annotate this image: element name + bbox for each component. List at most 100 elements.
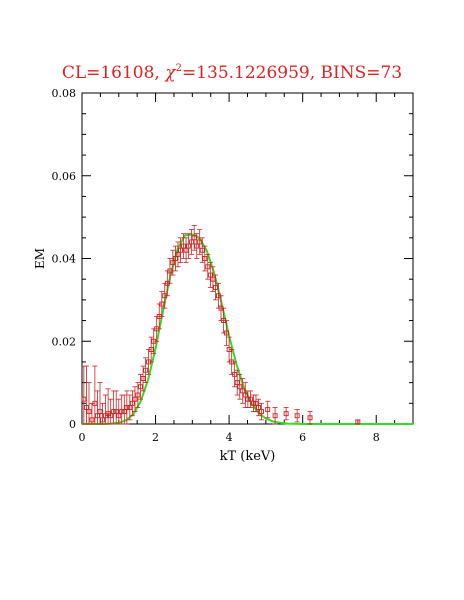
point-marker: [108, 413, 114, 419]
point-marker: [265, 407, 271, 412]
data-point: [111, 390, 117, 425]
data-point: [256, 398, 262, 417]
point-marker: [207, 272, 213, 278]
point-marker: [253, 400, 259, 406]
x-tick-labels: 0 2 4 6 8: [79, 431, 380, 444]
data-point: [355, 419, 361, 425]
data-point: [210, 266, 216, 293]
point-marker: [199, 247, 205, 253]
point-marker: [140, 376, 146, 381]
data-point: [265, 400, 271, 419]
point-marker: [355, 419, 361, 425]
data-point: [224, 320, 230, 346]
x-tick-label: 0: [79, 431, 86, 444]
point-marker: [240, 388, 246, 394]
data-point: [237, 373, 243, 400]
point-marker: [202, 256, 208, 261]
data-point: [181, 233, 187, 259]
data-point: [191, 224, 197, 251]
point-marker: [245, 396, 251, 402]
point-marker: [97, 409, 103, 415]
data-point: [178, 237, 184, 264]
data-point: [253, 394, 259, 412]
data-point: [113, 390, 119, 425]
x-tick-label: 4: [226, 431, 233, 444]
point-marker: [148, 347, 154, 352]
data-point: [226, 336, 232, 363]
point-marker: [172, 256, 178, 261]
data-point: [92, 365, 98, 425]
point-marker: [197, 239, 203, 245]
point-marker: [191, 235, 197, 241]
data-point: [127, 394, 133, 421]
point-marker: [111, 409, 117, 415]
point-marker: [113, 409, 119, 415]
point-marker: [272, 413, 278, 419]
chart-title-prefix: CL=16108,: [62, 63, 165, 83]
x-axis-label: kT (keV): [220, 449, 276, 464]
data-point: [215, 282, 221, 309]
point-marker: [205, 264, 211, 270]
x-tick-label: 8: [373, 431, 380, 444]
point-marker: [175, 251, 181, 257]
data-point: [167, 258, 173, 284]
point-marker: [170, 260, 176, 266]
data-point: [283, 407, 289, 421]
point-marker: [294, 413, 300, 419]
data-point: [159, 291, 165, 317]
model-curve: [82, 233, 413, 425]
point-marker: [210, 276, 216, 282]
y-tick-label: 0.02: [52, 335, 77, 348]
chart-title-chi-power: 2: [176, 63, 182, 74]
data-point: [234, 369, 240, 396]
point-marker: [124, 405, 130, 410]
point-marker: [135, 392, 141, 398]
point-marker: [121, 409, 127, 415]
data-point: [183, 237, 189, 264]
data-point: [172, 245, 178, 272]
data-point: [156, 303, 162, 330]
data-point: [140, 365, 146, 392]
data-point: [143, 357, 149, 384]
point-marker: [159, 301, 165, 307]
point-marker: [234, 380, 240, 386]
data-point: [294, 409, 300, 423]
data-point: [186, 233, 192, 259]
point-marker: [138, 384, 143, 390]
data-point: [129, 390, 135, 417]
data-point: [121, 394, 127, 425]
point-marker: [256, 405, 261, 410]
point-marker: [181, 243, 186, 249]
data-point: [175, 241, 181, 268]
point-marker: [129, 400, 135, 406]
chart-title-chi: χ: [164, 63, 177, 83]
data-point: [148, 336, 154, 363]
point-marker: [132, 396, 138, 402]
point-marker: [232, 371, 238, 377]
x-tick-label: 6: [299, 431, 306, 444]
axis-ticks: [81, 92, 414, 425]
point-marker: [94, 413, 100, 419]
data-point: [202, 245, 208, 272]
data-point: [199, 237, 205, 264]
point-marker: [89, 417, 95, 423]
point-marker: [83, 405, 89, 410]
data-point: [132, 386, 138, 412]
point-marker: [213, 285, 218, 290]
chart-title-suffix: =135.1226959, BINS=73: [182, 63, 402, 83]
data-point: [189, 229, 195, 255]
data-point: [94, 390, 100, 425]
point-marker: [86, 409, 92, 415]
data-point: [245, 390, 251, 408]
point-marker: [307, 415, 313, 421]
point-marker: [186, 243, 192, 249]
data-point: [205, 253, 211, 280]
point-marker: [92, 400, 98, 406]
point-marker: [100, 417, 106, 423]
data-point: [232, 361, 238, 388]
chart-title: CL=16108, χ2=135.1226959, BINS=73: [62, 63, 402, 83]
data-point: [135, 382, 141, 408]
data-point: [197, 229, 203, 255]
plot-frame: [81, 92, 414, 425]
data-point: [207, 262, 213, 288]
